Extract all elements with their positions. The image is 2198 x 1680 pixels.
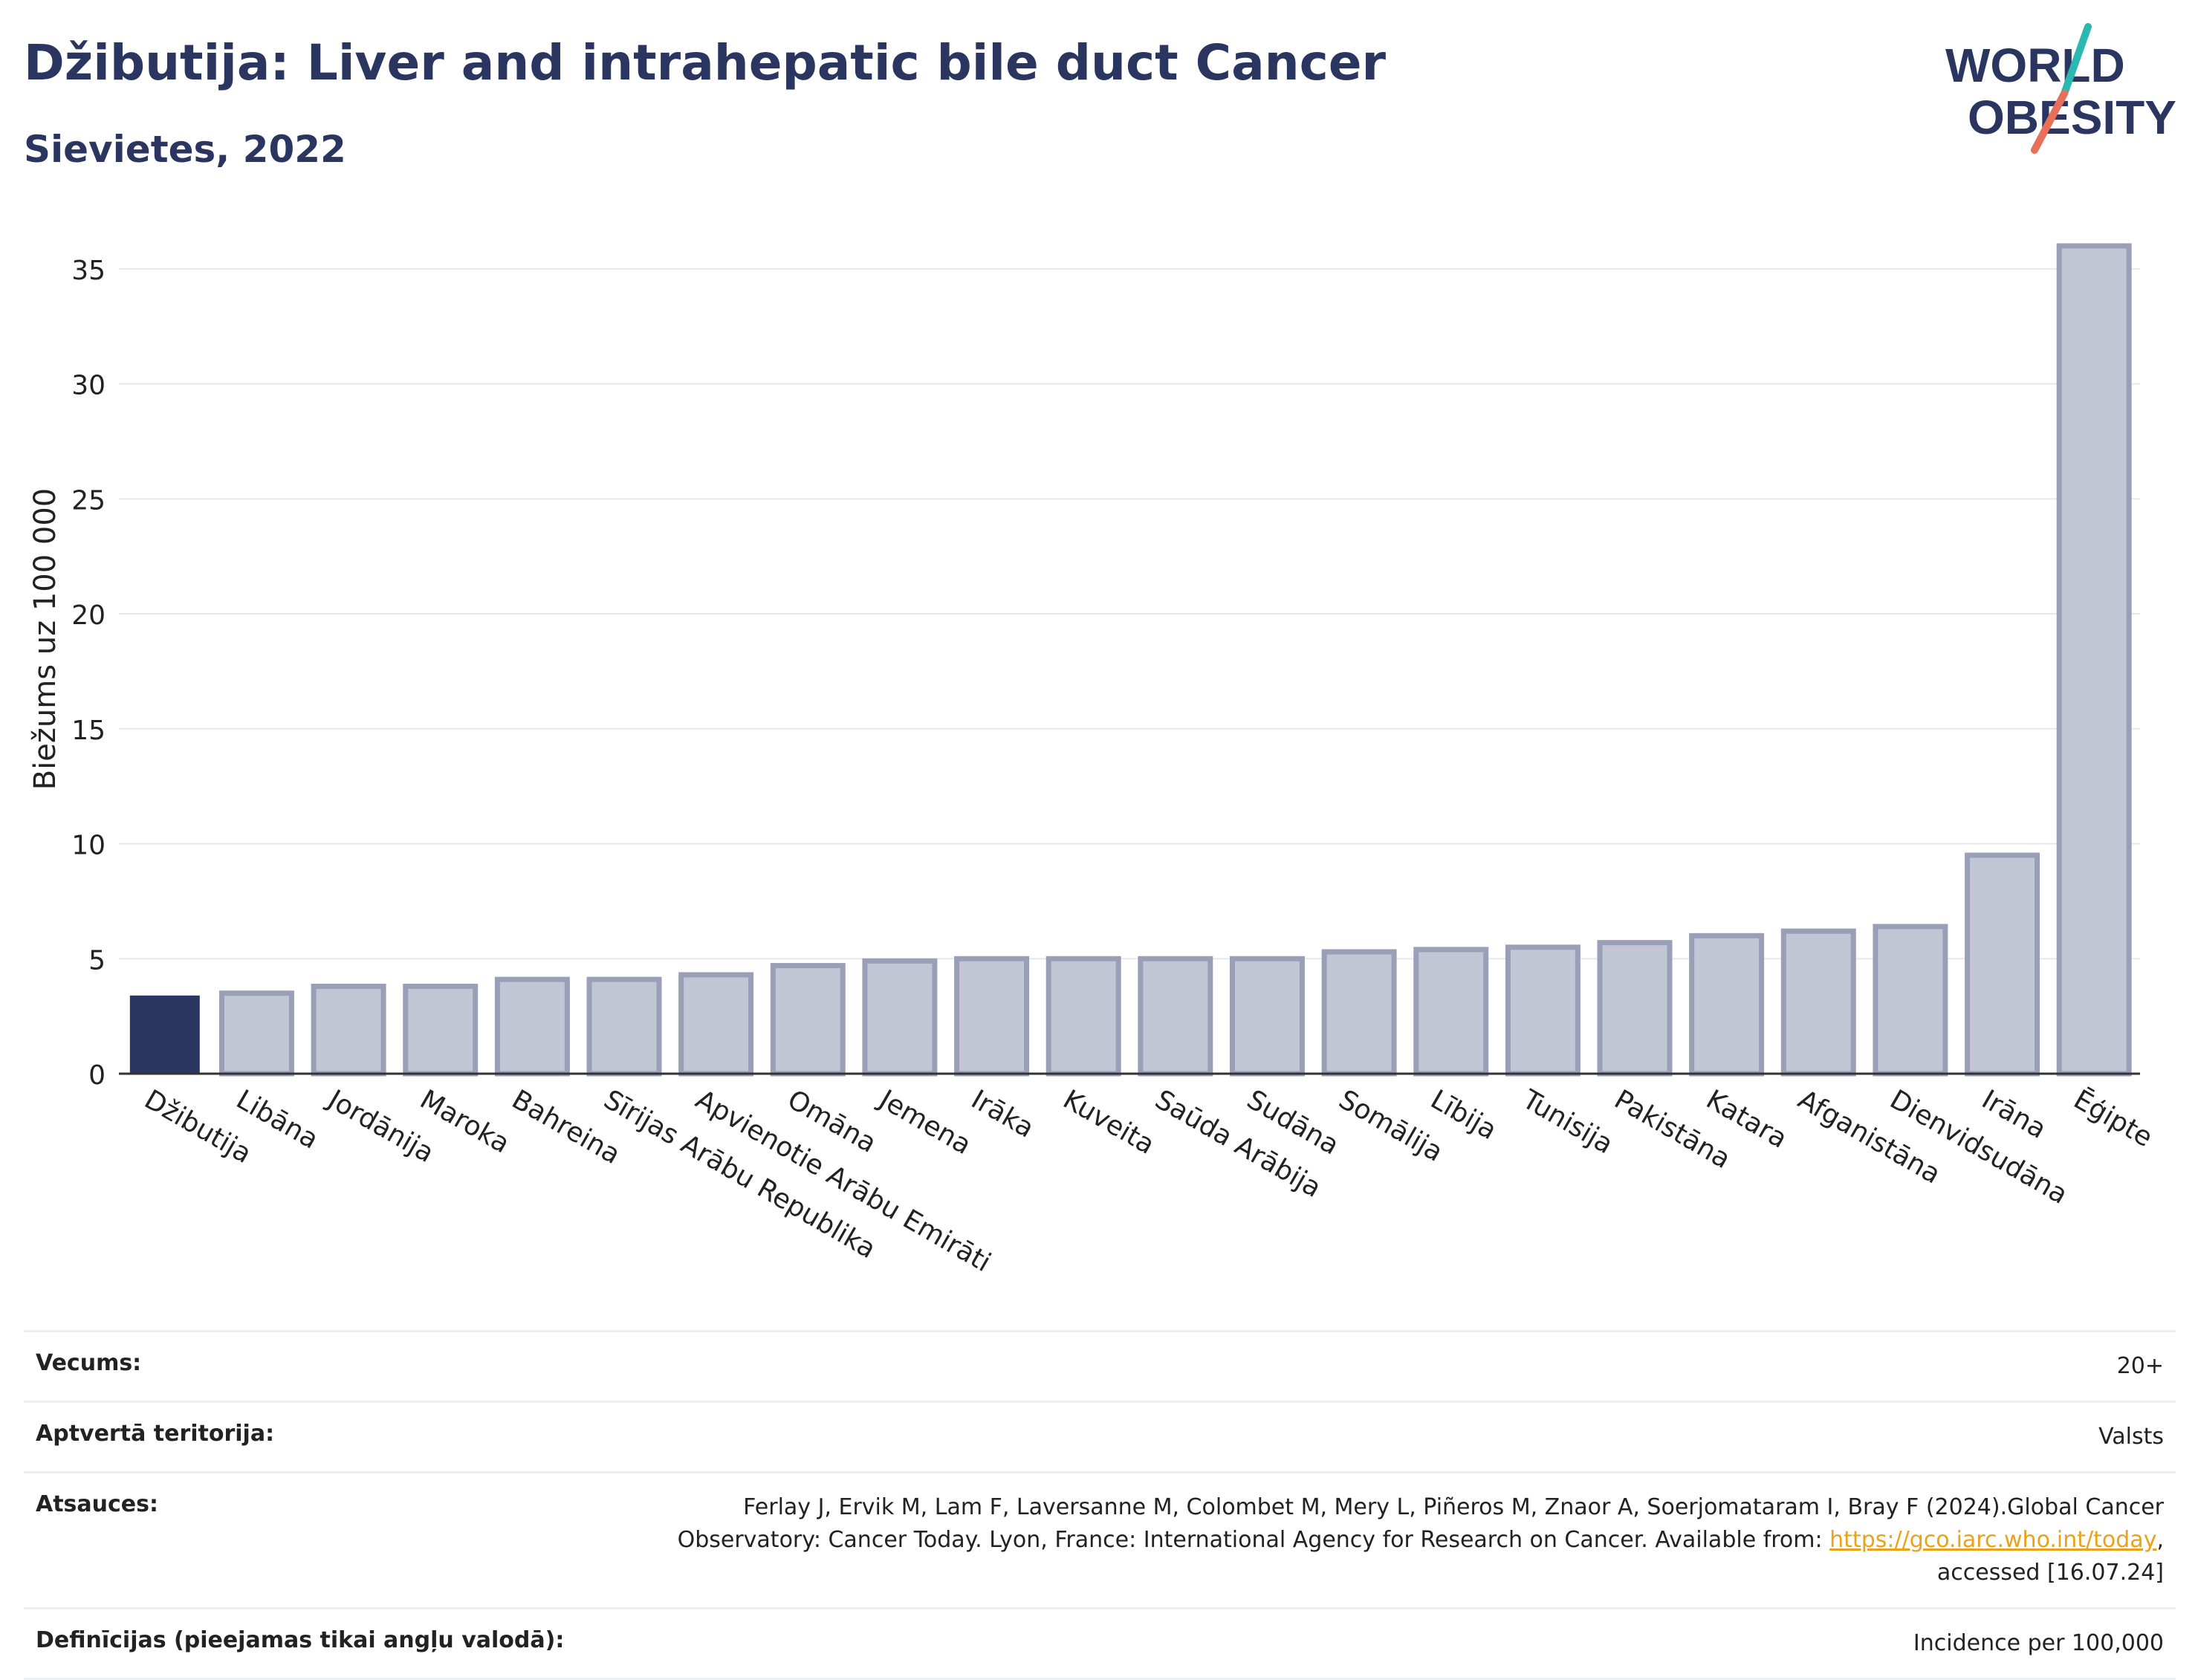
bar-3[interactable] bbox=[403, 983, 479, 1077]
metadata-table: Vecums: 20+ Aptvertā teritorija: Valsts … bbox=[24, 1330, 2176, 1680]
page-title: Džibutija: Liver and intrahepatic bile d… bbox=[24, 34, 1387, 91]
logo-slash-teal bbox=[2061, 23, 2092, 97]
refs-value: Ferlay J, Ervik M, Lam F, Laversanne M, … bbox=[678, 1491, 2164, 1589]
defs-value: Incidence per 100,000 bbox=[1913, 1630, 2164, 1656]
x-tick-label: Jordānija bbox=[322, 1083, 439, 1169]
y-tick-label: 30 bbox=[71, 371, 106, 401]
bar-10[interactable] bbox=[1045, 956, 1121, 1077]
age-label: Vecums: bbox=[36, 1350, 142, 1376]
meta-row-references: Atsauces: Ferlay J, Ervik M, Lam F, Lave… bbox=[24, 1471, 2176, 1607]
bar-0[interactable] bbox=[129, 995, 200, 1074]
meta-row-definitions: Definīcijas (pieejamas tikai angļu valod… bbox=[24, 1607, 2176, 1680]
bar-1[interactable] bbox=[218, 990, 294, 1077]
x-tick-label: Jemena bbox=[873, 1083, 976, 1161]
y-tick-label: 15 bbox=[71, 716, 106, 746]
bar-14[interactable] bbox=[1413, 947, 1489, 1077]
refs-label: Atsauces: bbox=[36, 1491, 158, 1517]
territory-label: Aptvertā teritorija: bbox=[36, 1421, 275, 1447]
bar-8[interactable] bbox=[862, 958, 938, 1077]
y-tick-label: 0 bbox=[88, 1060, 106, 1091]
bar-21[interactable] bbox=[2056, 243, 2132, 1077]
logo-slash-coral bbox=[2031, 90, 2068, 154]
bar-12[interactable] bbox=[1229, 956, 1305, 1077]
refs-line1: Ferlay J, Ervik M, Lam F, Laversanne M, … bbox=[743, 1494, 2164, 1520]
y-tick-label: 10 bbox=[71, 831, 106, 861]
refs-line3: accessed [16.07.24] bbox=[1936, 1560, 2164, 1586]
logo-text-world: WORLD bbox=[1945, 39, 2125, 92]
bar-20[interactable] bbox=[1965, 852, 2040, 1077]
bar-6[interactable] bbox=[678, 972, 754, 1077]
defs-label: Definīcijas (pieejamas tikai angļu valod… bbox=[36, 1627, 565, 1653]
page-subtitle: Sievietes, 2022 bbox=[24, 128, 346, 171]
bar-4[interactable] bbox=[494, 976, 570, 1077]
territory-value: Valsts bbox=[2098, 1424, 2164, 1450]
bar-15[interactable] bbox=[1505, 944, 1581, 1077]
y-tick-label: 25 bbox=[71, 485, 106, 516]
bar-2[interactable] bbox=[311, 983, 386, 1077]
y-tick-label: 35 bbox=[71, 256, 106, 286]
logo-text-obesity: OBESITY bbox=[1968, 91, 2176, 144]
y-axis-label: Biežums uz 100 000 bbox=[28, 488, 62, 791]
bar-5[interactable] bbox=[586, 976, 662, 1077]
meta-row-territory: Aptvertā teritorija: Valsts bbox=[24, 1401, 2176, 1471]
bar-18[interactable] bbox=[1780, 928, 1856, 1077]
bar-9[interactable] bbox=[954, 956, 1030, 1077]
bar-11[interactable] bbox=[1138, 956, 1213, 1077]
meta-row-age: Vecums: 20+ bbox=[24, 1330, 2176, 1401]
x-tick-label: Irāka bbox=[966, 1084, 1039, 1144]
x-tick-label: Somālija bbox=[1334, 1084, 1448, 1168]
bar-16[interactable] bbox=[1597, 940, 1673, 1077]
refs-line2: Observatory: Cancer Today. Lyon, France:… bbox=[677, 1527, 1830, 1553]
bar-17[interactable] bbox=[1689, 933, 1765, 1077]
y-tick-label: 5 bbox=[88, 945, 106, 976]
y-tick-label: 20 bbox=[71, 600, 106, 631]
x-tick-label: Kuveita bbox=[1058, 1084, 1160, 1161]
refs-link[interactable]: https://gco.iarc.who.int/today bbox=[1829, 1527, 2157, 1553]
x-tick-label: Ēģipte bbox=[2069, 1084, 2158, 1153]
age-value: 20+ bbox=[2116, 1353, 2164, 1379]
refs-line2-end: , bbox=[2156, 1527, 2164, 1553]
x-tick-label: Tunisija bbox=[1517, 1084, 1618, 1160]
bar-13[interactable] bbox=[1321, 949, 1397, 1077]
bar-7[interactable] bbox=[770, 963, 846, 1077]
bar-19[interactable] bbox=[1873, 924, 1948, 1077]
world-obesity-logo: WORLD OBESITY bbox=[1945, 23, 2176, 154]
